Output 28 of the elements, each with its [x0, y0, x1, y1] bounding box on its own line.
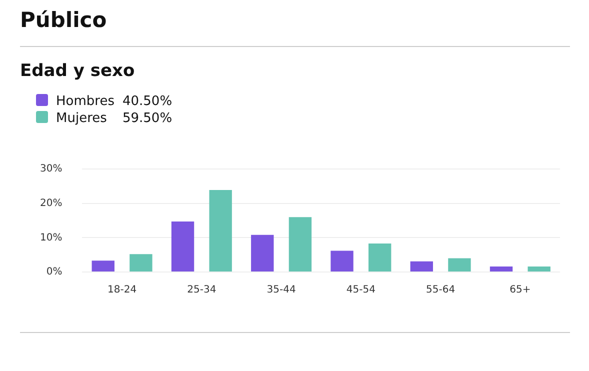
bar: [330, 250, 354, 272]
chart-subtitle: Edad y sexo: [20, 61, 136, 81]
bar: [288, 217, 312, 272]
x-tick-label: 65+: [510, 284, 531, 296]
text: 40.50%: [121, 93, 174, 110]
x-tick-label: 25-34: [187, 284, 216, 296]
bar: [528, 266, 550, 272]
bar: [490, 266, 513, 272]
bar: [448, 258, 471, 272]
bar: [130, 254, 152, 272]
bar: [251, 234, 274, 272]
y-tick-label: 20%: [40, 198, 62, 209]
x-tick-label: 35-44: [266, 284, 296, 296]
legend-label: Mujeres: [55, 110, 108, 127]
text: 59.50%: [121, 110, 174, 127]
bar: [410, 261, 433, 272]
x-tick-label: 45-54: [346, 284, 376, 296]
legend-label: Hombres: [55, 93, 114, 110]
bar: [171, 222, 194, 272]
y-tick-label: 0%: [46, 266, 62, 278]
bar: [368, 244, 392, 272]
y-tick-label: 10%: [40, 232, 62, 244]
x-tick-label: 18-24: [108, 284, 137, 296]
bar: [209, 190, 232, 272]
bar: [92, 260, 114, 272]
chart-title: Público: [20, 8, 108, 34]
y-tick-label: 30%: [40, 164, 62, 175]
x-tick-label: 55-64: [426, 284, 456, 296]
